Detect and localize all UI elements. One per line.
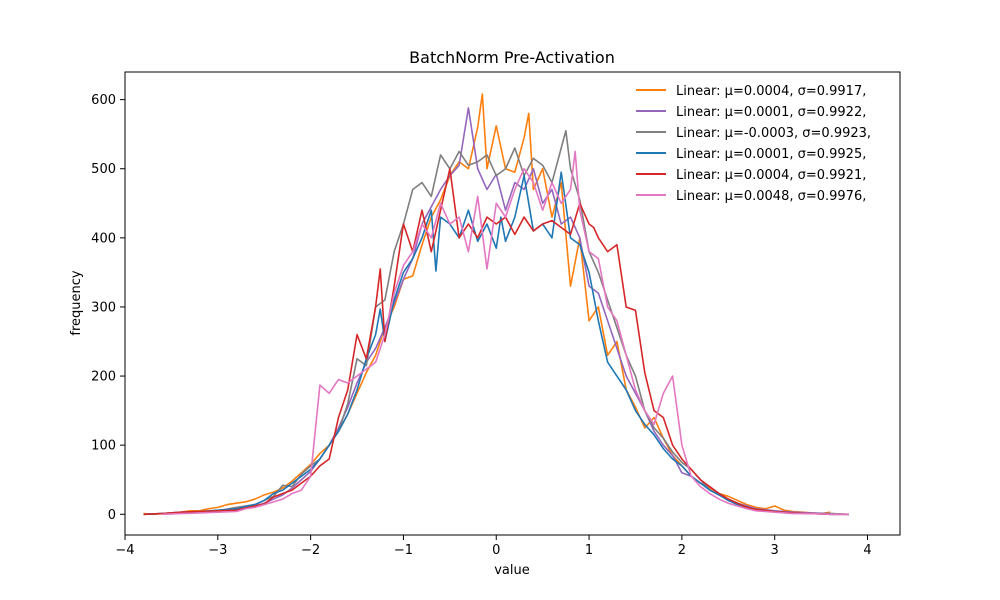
legend-label-4: Linear: μ=0.0001, σ=0.9925, — [676, 147, 866, 162]
x-tick-label: 2 — [678, 543, 686, 558]
chart-title: BatchNorm Pre-Activation — [409, 48, 615, 67]
series-line-4 — [143, 171, 849, 516]
legend-label-3: Linear: μ=-0.0003, σ=0.9923, — [676, 126, 871, 141]
x-tick-label: −4 — [115, 543, 134, 558]
x-axis-label: value — [494, 563, 530, 578]
x-tick-label: −2 — [301, 543, 320, 558]
y-tick-label: 400 — [91, 231, 116, 246]
series-line-5 — [143, 167, 849, 516]
y-tick-label: 300 — [91, 300, 116, 315]
y-tick-label: 100 — [91, 439, 116, 454]
x-tick-label: −3 — [208, 543, 227, 558]
x-tick-label: 0 — [492, 543, 500, 558]
legend: Linear: μ=0.0004, σ=0.9917, Linear: μ=0.0… — [636, 84, 871, 204]
legend-label-5: Linear: μ=0.0004, σ=0.9921, — [676, 168, 866, 183]
x-tick-label: 4 — [863, 543, 871, 558]
y-tick-label: 0 — [108, 508, 116, 523]
axes-frame — [124, 71, 901, 536]
x-tick-label: −1 — [394, 543, 413, 558]
y-axis-label: frequency — [69, 270, 84, 336]
y-tick-label: 200 — [91, 370, 116, 385]
legend-label-1: Linear: μ=0.0004, σ=0.9917, — [676, 84, 866, 99]
x-tick-label: 3 — [771, 543, 779, 558]
y-tick-label: 600 — [91, 93, 116, 108]
x-tick-label: 1 — [585, 543, 593, 558]
series-line-6 — [162, 150, 849, 516]
legend-label-6: Linear: μ=0.0048, σ=0.9976, — [676, 189, 866, 204]
plot-lines — [143, 93, 849, 516]
y-tick-label: 500 — [91, 162, 116, 177]
x-axis: −4 −3 −2 −1 0 1 2 3 4 — [115, 535, 872, 558]
y-axis: 0 100 200 300 400 500 600 — [91, 93, 125, 523]
legend-label-2: Linear: μ=0.0001, σ=0.9922, — [676, 105, 866, 120]
